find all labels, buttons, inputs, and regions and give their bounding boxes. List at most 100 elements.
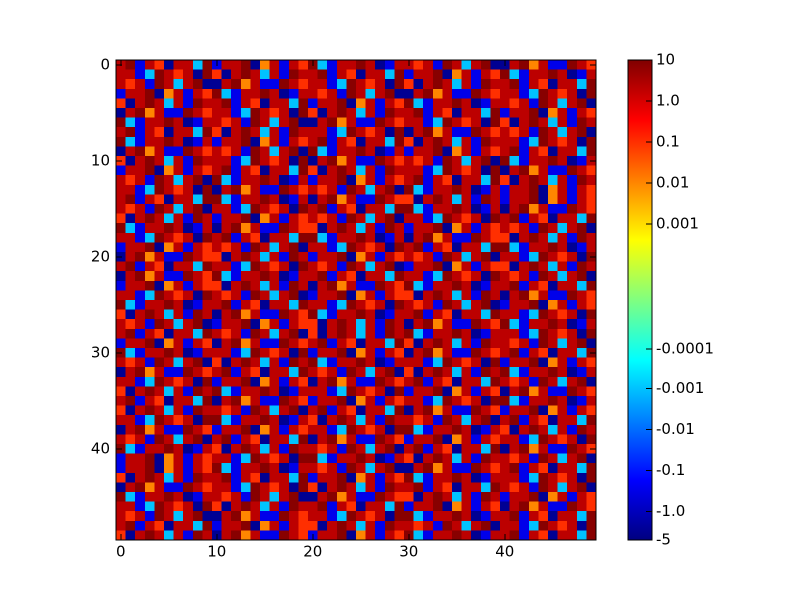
cell bbox=[480, 348, 491, 359]
cell bbox=[260, 213, 271, 224]
cell bbox=[202, 338, 213, 349]
cell bbox=[423, 223, 434, 234]
cell bbox=[212, 69, 223, 80]
cell bbox=[346, 415, 357, 426]
cell bbox=[164, 156, 175, 167]
cell bbox=[279, 156, 290, 167]
cell bbox=[356, 357, 367, 368]
cell bbox=[192, 482, 203, 493]
y-tick-label: 40 bbox=[91, 439, 110, 457]
cell bbox=[154, 60, 165, 71]
y-tick-label: 30 bbox=[91, 343, 110, 361]
cell bbox=[480, 60, 491, 71]
cell bbox=[423, 165, 434, 176]
cell bbox=[461, 175, 472, 186]
cell bbox=[356, 501, 367, 512]
cell bbox=[471, 396, 482, 407]
cell bbox=[144, 223, 155, 234]
x-tick-label: 10 bbox=[207, 543, 226, 561]
cell bbox=[164, 415, 175, 426]
cell bbox=[356, 194, 367, 205]
cell bbox=[173, 204, 184, 215]
cell bbox=[346, 319, 357, 330]
cell bbox=[548, 60, 559, 71]
cell bbox=[164, 367, 175, 378]
cell bbox=[519, 69, 530, 80]
cell bbox=[260, 444, 271, 455]
cell bbox=[432, 184, 443, 195]
cell bbox=[490, 223, 501, 234]
cell bbox=[557, 453, 568, 464]
cell bbox=[221, 300, 232, 311]
cell bbox=[471, 482, 482, 493]
cell bbox=[576, 501, 587, 512]
cell bbox=[173, 405, 184, 416]
cell bbox=[500, 453, 511, 464]
cell bbox=[394, 280, 405, 291]
cell bbox=[490, 434, 501, 445]
cell bbox=[538, 338, 549, 349]
cell bbox=[336, 463, 347, 474]
cell bbox=[365, 511, 376, 522]
cell bbox=[576, 117, 587, 128]
cell bbox=[413, 396, 424, 407]
cell bbox=[154, 309, 165, 320]
cell bbox=[356, 434, 367, 445]
cell bbox=[528, 520, 539, 531]
cell bbox=[192, 290, 203, 301]
cell bbox=[404, 242, 415, 253]
cell bbox=[231, 79, 242, 90]
cell bbox=[327, 367, 338, 378]
cell bbox=[500, 156, 511, 167]
cell bbox=[452, 520, 463, 531]
cell bbox=[538, 213, 549, 224]
cell bbox=[317, 184, 328, 195]
cell bbox=[509, 338, 520, 349]
cell bbox=[413, 261, 424, 272]
cell bbox=[231, 261, 242, 272]
cell bbox=[404, 338, 415, 349]
cell bbox=[250, 136, 261, 147]
cell bbox=[346, 79, 357, 90]
cell bbox=[404, 136, 415, 147]
cell bbox=[471, 319, 482, 330]
cell bbox=[240, 482, 251, 493]
cell bbox=[250, 386, 261, 397]
cell bbox=[125, 156, 136, 167]
cell bbox=[260, 300, 271, 311]
cell bbox=[442, 434, 453, 445]
cell bbox=[240, 98, 251, 109]
cell bbox=[567, 108, 578, 119]
cell bbox=[586, 434, 597, 445]
cell bbox=[240, 108, 251, 119]
cell bbox=[576, 98, 587, 109]
cell bbox=[125, 213, 136, 224]
cell bbox=[288, 204, 299, 215]
cell bbox=[154, 357, 165, 368]
cell bbox=[308, 213, 319, 224]
cell bbox=[125, 348, 136, 359]
cell bbox=[461, 405, 472, 416]
cell bbox=[116, 501, 127, 512]
cell bbox=[240, 271, 251, 282]
cell bbox=[308, 127, 319, 138]
cell bbox=[144, 405, 155, 416]
cell bbox=[231, 309, 242, 320]
cell bbox=[375, 386, 386, 397]
cell bbox=[356, 136, 367, 147]
cell bbox=[567, 232, 578, 243]
cell bbox=[356, 520, 367, 531]
cell bbox=[144, 300, 155, 311]
cell bbox=[461, 156, 472, 167]
cell bbox=[327, 328, 338, 339]
cell bbox=[442, 453, 453, 464]
cell bbox=[288, 338, 299, 349]
cell bbox=[308, 280, 319, 291]
cell bbox=[279, 396, 290, 407]
cell bbox=[250, 482, 261, 493]
cell bbox=[346, 511, 357, 522]
cell bbox=[461, 376, 472, 387]
cell bbox=[192, 271, 203, 282]
cell bbox=[365, 415, 376, 426]
cell bbox=[471, 415, 482, 426]
